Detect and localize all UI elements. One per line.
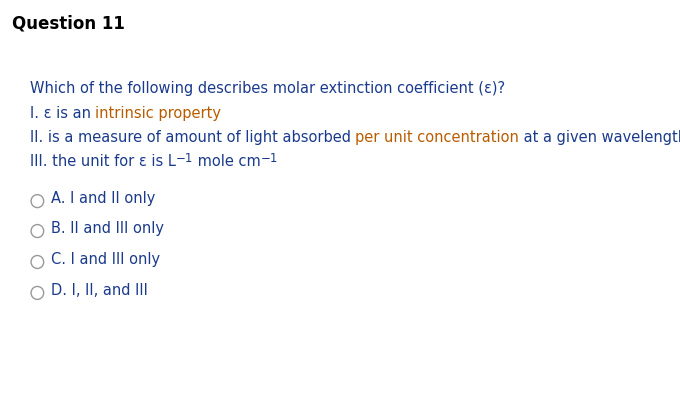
Text: intrinsic property: intrinsic property bbox=[95, 106, 221, 121]
Text: Which of the following describes molar extinction coefficient (ε)?: Which of the following describes molar e… bbox=[30, 82, 505, 97]
Text: per unit concentration: per unit concentration bbox=[355, 130, 519, 145]
Text: Question 11: Question 11 bbox=[12, 15, 125, 32]
Text: III. the unit for ε is L: III. the unit for ε is L bbox=[30, 154, 175, 169]
Text: A. I and II only: A. I and II only bbox=[51, 191, 155, 206]
Text: −1: −1 bbox=[175, 152, 193, 165]
Text: −1: −1 bbox=[260, 152, 278, 165]
Text: D. I, II, and III: D. I, II, and III bbox=[51, 283, 148, 298]
Text: I. ε is an: I. ε is an bbox=[30, 106, 95, 121]
Text: C. I and III only: C. I and III only bbox=[51, 252, 160, 267]
Text: B. II and III only: B. II and III only bbox=[51, 221, 164, 236]
Text: mole cm: mole cm bbox=[193, 154, 260, 169]
FancyBboxPatch shape bbox=[3, 59, 675, 411]
Text: at a given wavelength.: at a given wavelength. bbox=[519, 130, 680, 145]
Text: II. is a measure of amount of light absorbed: II. is a measure of amount of light abso… bbox=[30, 130, 355, 145]
